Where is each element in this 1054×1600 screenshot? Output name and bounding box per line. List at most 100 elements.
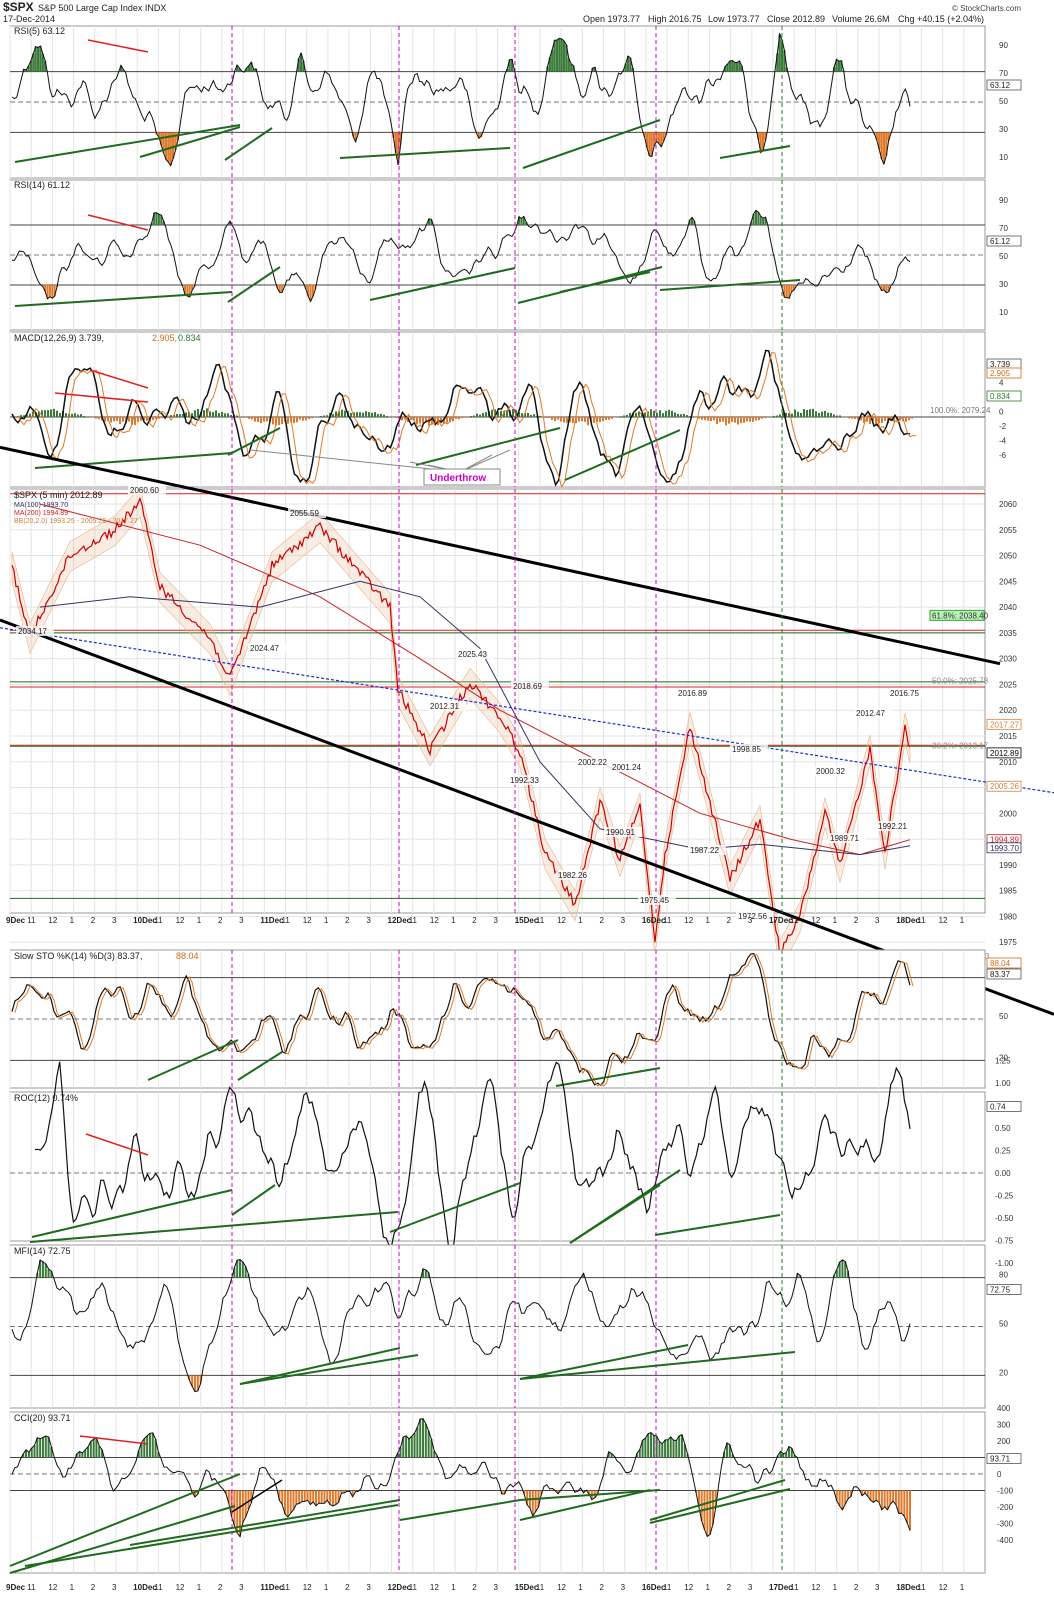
price-annotation-bg xyxy=(556,870,594,880)
green-trendline xyxy=(227,427,281,456)
rsi14-tick: 10 xyxy=(999,308,1008,317)
roc-tick: -0.50 xyxy=(995,1214,1014,1223)
macd-tag-hist-box xyxy=(986,390,1022,402)
red-trendline xyxy=(87,39,149,53)
green-trendline xyxy=(339,147,511,159)
time-axis-tick: 11 xyxy=(282,916,291,925)
green-trendline xyxy=(9,1473,241,1567)
price-annotation: 1992.21 xyxy=(878,822,907,831)
roc-tick: 0.50 xyxy=(995,1124,1011,1133)
cci-label: CCI(20) 93.71 xyxy=(14,1413,71,1423)
time-axis-tick: 11 xyxy=(790,1583,799,1592)
time-axis-tick: 16Dec xyxy=(642,916,666,925)
price-annotation: 1975.45 xyxy=(640,896,669,905)
time-axis-tick: 2 xyxy=(218,1583,223,1592)
red-trendline xyxy=(79,1435,149,1445)
sto-d-line xyxy=(14,953,914,1087)
macd-tick: -6 xyxy=(999,451,1007,460)
underthrow-box xyxy=(423,468,501,486)
mfi-label: MFI(14) 72.75 xyxy=(14,1246,71,1256)
time-axis-tick: 2 xyxy=(472,916,477,925)
green-trendline xyxy=(29,1211,399,1243)
macd-label: MACD(12,26,9) 3.739, xyxy=(14,333,104,343)
bb-upper-tag-box xyxy=(986,718,1022,730)
time-axis-tick: 12 xyxy=(557,916,566,925)
price-annotation-bg xyxy=(736,911,774,921)
roc-tick: 0.25 xyxy=(995,1147,1011,1156)
price-tick: 2040 xyxy=(999,603,1017,612)
time-axis-tick: 10Dec xyxy=(133,916,157,925)
time-axis-tick: 18Dec xyxy=(896,1583,920,1592)
price-tick: 2000 xyxy=(999,809,1017,818)
upper-channel-line xyxy=(0,445,1001,666)
time-axis-tick: 1 xyxy=(324,1583,329,1592)
price-annotation-bg xyxy=(854,708,892,718)
price-annotation: 2012.31 xyxy=(430,702,459,711)
time-axis-tick: 2 xyxy=(218,916,223,925)
macd-tick: -4 xyxy=(999,437,1007,446)
roc-tick: 0.00 xyxy=(995,1169,1011,1178)
time-axis-tick: 3 xyxy=(621,1583,626,1592)
open-value: Open 1973.77 xyxy=(583,14,640,24)
time-axis-tick: 15Dec xyxy=(515,1583,539,1592)
rsi14-line xyxy=(11,209,911,303)
time-axis-tick: 9Dec xyxy=(6,1583,26,1592)
price-tick: 2010 xyxy=(999,758,1017,767)
time-axis-tick: 11 xyxy=(917,1583,926,1592)
time-axis-tick: 18Dec xyxy=(896,916,920,925)
rsi14-value-tag-box xyxy=(986,235,1022,247)
time-axis-tick: 1 xyxy=(960,1583,965,1592)
price-annotation-bg xyxy=(828,833,866,843)
cci-tick: 0 xyxy=(997,1470,1002,1479)
time-axis-tick: 1 xyxy=(451,1583,456,1592)
time-axis-tick: 12 xyxy=(430,916,439,925)
time-axis-tick: 1 xyxy=(70,1583,75,1592)
price-annotation-bg xyxy=(288,508,326,518)
price-annotation: 2002.22 xyxy=(578,758,607,767)
price-annotation-bg xyxy=(604,827,642,837)
roc-tick: 1.25 xyxy=(995,1057,1011,1066)
green-trendline xyxy=(14,291,233,307)
green-trendline xyxy=(649,1488,791,1524)
price-annotation-bg xyxy=(730,744,768,754)
green-trendline xyxy=(659,279,801,291)
price-annotation-bg xyxy=(888,688,926,698)
roc-tick: -1.00 xyxy=(995,1259,1014,1268)
time-axis-tick: 1 xyxy=(833,1583,838,1592)
underthrow-pointer xyxy=(459,449,511,473)
price-annotation: 2060.60 xyxy=(130,486,159,495)
time-axis-tick: 12 xyxy=(684,1583,693,1592)
cci-tick: 300 xyxy=(997,1421,1011,1430)
price-annotation-bg xyxy=(576,757,614,767)
fib-618-box xyxy=(929,609,985,621)
ma200-legend: MA(200) 1994.89 xyxy=(14,510,68,517)
rsi14-value-tag: 61.12 xyxy=(990,237,1011,246)
time-axis-tick: 1 xyxy=(70,916,75,925)
rsi14-tick: 30 xyxy=(999,280,1008,289)
time-axis-tick: 17Dec xyxy=(769,1583,793,1592)
green-trendline xyxy=(139,126,241,158)
fib-382-label: 38.2%: 2013.17 xyxy=(932,741,989,750)
price-tick: 2030 xyxy=(999,655,1017,664)
mfi-tick: 20 xyxy=(999,1368,1008,1377)
price-tick: 2060 xyxy=(999,500,1017,509)
mfi-tick: 80 xyxy=(999,1271,1008,1280)
fib-50-label: 50.0%: 2025.78 xyxy=(932,676,989,685)
sto-d-tag-box xyxy=(986,957,1022,969)
green-trendline xyxy=(522,119,661,169)
price-tick: 1985 xyxy=(999,887,1017,896)
time-axis-tick: 12 xyxy=(48,1583,57,1592)
green-trendline xyxy=(147,1039,239,1081)
time-axis-tick: 3 xyxy=(112,916,117,925)
macd-tag-hist: 0.834 xyxy=(990,392,1011,401)
time-axis-tick: 11 xyxy=(409,1583,418,1592)
rsi5-label: RSI(5) 63.12 xyxy=(14,26,65,36)
price-label: $SPX (5 min) 2012.89 xyxy=(14,490,103,500)
price-annotation: 2016.75 xyxy=(890,689,919,698)
roc-label: ROC(12) 0.74% xyxy=(14,1093,78,1103)
time-axis-tick: 3 xyxy=(748,916,753,925)
mfi-tick: 50 xyxy=(999,1320,1008,1329)
change-value: Chg +40.15 (+2.04%) xyxy=(898,14,984,24)
red-trendline xyxy=(54,392,149,403)
